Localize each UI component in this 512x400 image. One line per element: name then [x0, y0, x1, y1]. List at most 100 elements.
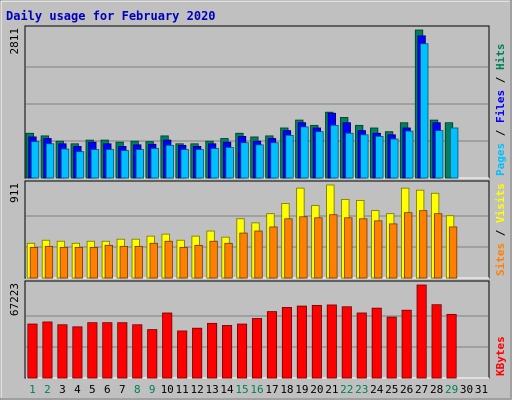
bar-kbytes-day-19 [296, 305, 307, 379]
x-tick-label: 8 [134, 383, 141, 396]
bar-kbytes-day-6 [102, 322, 113, 379]
x-tick-label: 3 [59, 383, 66, 396]
bar-kbytes-day-20 [311, 304, 322, 379]
bar-sites-day-6 [104, 244, 113, 279]
bar-kbytes-day-14 [222, 325, 233, 379]
x-tick-label: 1 [29, 383, 36, 396]
bar-kbytes-day-29 [446, 313, 457, 379]
x-tick-label: 22 [340, 383, 353, 396]
x-tick-label: 5 [89, 383, 96, 396]
x-tick-label: 28 [430, 383, 443, 396]
bar-kbytes-day-9 [147, 329, 158, 379]
x-axis-labels: 1 2 3 4 5 6 7 8 9 10 11 12 13 14 15 16 17 18 19 20 21 22 23 24 2… [29, 383, 488, 396]
series-kbytes [27, 284, 457, 379]
bar-kbytes-day-22 [341, 306, 352, 379]
bar-pages-day-25 [390, 138, 399, 179]
y-max-label: 911 [8, 183, 21, 203]
bar-kbytes-day-15 [236, 323, 248, 379]
bar-pages-day-8 [135, 149, 144, 179]
bar-kbytes-day-7 [117, 322, 128, 379]
bar-kbytes-day-23 [356, 312, 367, 379]
x-tick-label: 9 [149, 383, 156, 396]
bar-sites-day-20 [314, 217, 323, 279]
bar-pages-day-3 [60, 148, 70, 179]
series-sites [29, 210, 458, 279]
bar-sites-day-22 [344, 217, 353, 279]
axis-legend-part: Sites [494, 243, 507, 276]
bar-kbytes-day-8 [132, 324, 143, 379]
bar-kbytes-day-24 [371, 307, 382, 379]
bar-kbytes-day-5 [87, 322, 98, 379]
x-tick-label: 15 [235, 383, 248, 396]
bar-sites-day-2 [44, 245, 54, 279]
bar-sites-day-12 [194, 244, 203, 279]
bar-sites-day-1 [29, 246, 39, 279]
y-max-label: 2811 [8, 28, 21, 55]
x-tick-label: 25 [385, 383, 398, 396]
bar-sites-day-29 [448, 226, 458, 279]
bar-kbytes-day-1 [27, 323, 38, 379]
bar-pages-day-7 [120, 150, 130, 179]
bar-pages-day-10 [165, 144, 174, 179]
x-tick-label: 2 [44, 383, 51, 396]
bar-sites-day-3 [59, 246, 69, 279]
x-tick-label: 31 [475, 383, 488, 396]
bar-pages-day-13 [210, 148, 219, 179]
bar-pages-day-21 [330, 124, 339, 179]
axis-legend-part: Visits [494, 183, 507, 223]
x-tick-label: 26 [400, 383, 413, 396]
bar-sites-day-16 [254, 230, 263, 279]
x-tick-label: 10 [161, 383, 174, 396]
panel-hits-files-pages: 2811 Pages / Files / Hits [8, 25, 507, 179]
bar-kbytes-day-2 [42, 321, 53, 379]
x-tick-label: 11 [176, 383, 189, 396]
bar-kbytes-day-16 [251, 318, 263, 379]
chart-panels: 2811 Pages / Files / Hits 911 Sites / Visit… [8, 25, 507, 379]
x-tick-label: 21 [325, 383, 338, 396]
axis-legend-part: Files [494, 90, 507, 123]
bar-pages-day-15 [240, 142, 249, 179]
bar-kbytes-day-3 [57, 324, 68, 379]
bar-sites-day-24 [374, 220, 383, 279]
x-tick-label: 17 [265, 383, 278, 396]
axis-legend-part: / [494, 70, 507, 90]
bar-pages-day-11 [180, 149, 189, 179]
bar-pages-day-20 [315, 131, 324, 179]
x-tick-label: 19 [295, 383, 308, 396]
x-tick-label: 18 [280, 383, 293, 396]
bar-pages-day-18 [285, 134, 294, 179]
bar-kbytes-day-4 [72, 326, 83, 379]
axis-legend-part: Hits [494, 44, 507, 71]
bar-pages-day-19 [300, 126, 309, 179]
x-tick-label: 30 [460, 383, 473, 396]
bar-sites-day-8 [134, 245, 143, 279]
x-tick-label: 20 [310, 383, 323, 396]
bar-kbytes-day-26 [401, 309, 412, 379]
bar-kbytes-day-17 [266, 311, 278, 379]
x-tick-label: 7 [119, 383, 126, 396]
x-tick-label: 23 [355, 383, 368, 396]
x-tick-label: 4 [74, 383, 81, 396]
bar-pages-day-26 [405, 130, 414, 179]
bar-pages-day-23 [360, 134, 369, 179]
bar-pages-day-17 [270, 142, 279, 179]
bar-sites-day-26 [404, 212, 413, 279]
bar-sites-day-11 [179, 246, 188, 279]
bar-pages-day-22 [345, 132, 354, 179]
bar-pages-day-6 [105, 149, 115, 179]
axis-legend: Pages / Files / Hits [494, 44, 507, 177]
bar-pages-day-27 [420, 43, 429, 179]
bar-sites-day-19 [299, 216, 308, 279]
bar-sites-day-23 [359, 218, 368, 279]
bar-sites-day-28 [433, 213, 443, 279]
x-tick-label: 13 [205, 383, 218, 396]
bar-sites-day-18 [284, 218, 293, 279]
bar-kbytes-day-12 [192, 327, 203, 379]
x-tick-label: 14 [220, 383, 234, 396]
x-tick-label: 29 [445, 383, 458, 396]
bar-sites-day-9 [149, 242, 158, 279]
bar-sites-day-25 [389, 223, 398, 279]
bar-pages-day-5 [90, 149, 100, 179]
bar-kbytes-day-21 [326, 304, 337, 379]
bar-sites-day-14 [224, 242, 233, 279]
